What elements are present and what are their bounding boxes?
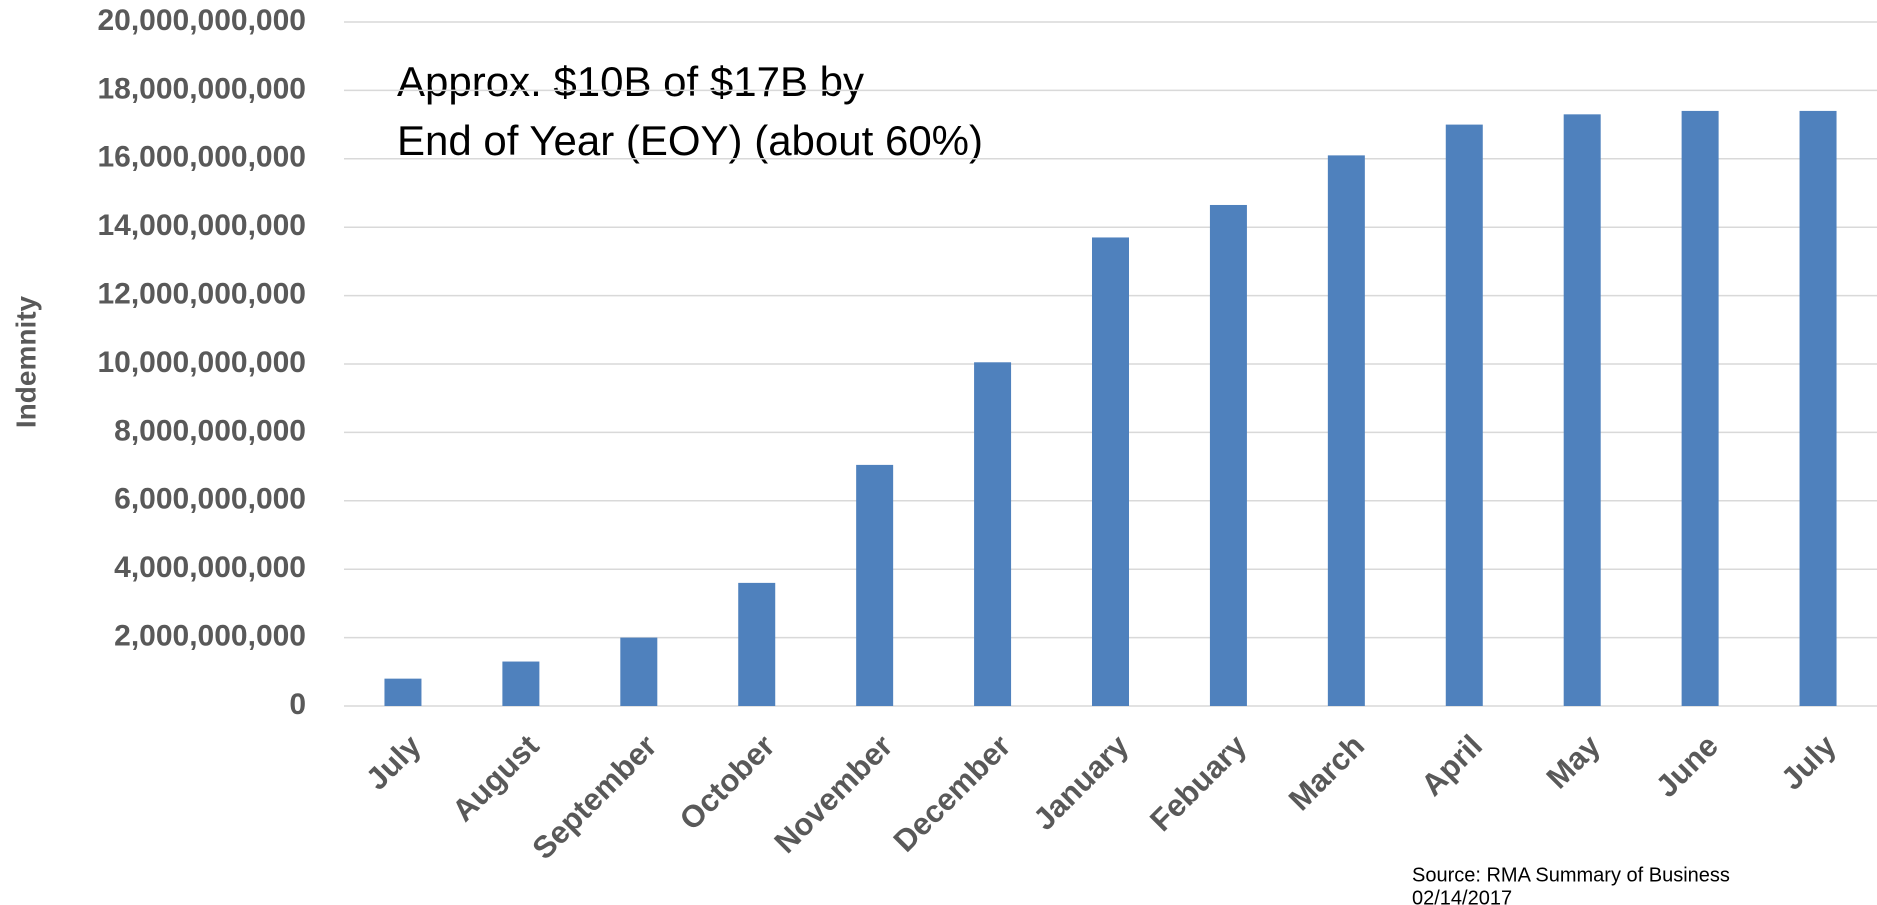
bar xyxy=(1445,124,1483,707)
y-tick-label: 8,000,000,000 xyxy=(114,414,306,447)
x-tick-label: January xyxy=(1026,727,1135,836)
source-note: 02/14/2017 xyxy=(1412,887,1512,905)
y-tick-label: 16,000,000,000 xyxy=(97,141,306,174)
bar xyxy=(1327,155,1365,706)
y-tick-label: 10,000,000,000 xyxy=(97,346,306,379)
x-tick-label: December xyxy=(887,728,1018,859)
y-tick-label: 20,000,000,000 xyxy=(97,4,306,37)
y-tick-label: 0 xyxy=(289,688,306,721)
x-tick-label: August xyxy=(445,728,545,828)
bar xyxy=(738,582,776,706)
x-tick-label: March xyxy=(1282,728,1371,817)
x-tick-label: October xyxy=(673,728,782,837)
bar xyxy=(856,464,894,706)
x-tick-label: November xyxy=(767,728,899,860)
x-tick-label: May xyxy=(1540,727,1608,795)
bar xyxy=(1563,114,1601,707)
y-axis-title: Indemnity xyxy=(10,295,41,428)
x-tick-label: July xyxy=(359,727,428,796)
y-tick-label: 18,000,000,000 xyxy=(97,72,306,105)
bar xyxy=(1209,204,1247,706)
bar xyxy=(1681,110,1719,707)
x-tick-label: Febuary xyxy=(1143,727,1254,838)
annotation: End of Year (EOY) (about 60%) xyxy=(397,117,983,164)
bar xyxy=(1092,237,1129,706)
x-tick-label: September xyxy=(525,728,663,866)
y-tick-label: 12,000,000,000 xyxy=(97,278,306,311)
y-tick-label: 6,000,000,000 xyxy=(114,483,306,516)
bar xyxy=(502,661,540,706)
bar xyxy=(384,678,422,706)
bar xyxy=(974,362,1012,706)
x-tick-label: April xyxy=(1414,728,1489,803)
annotation: Approx. $10B of $17B by xyxy=(397,58,864,105)
y-tick-label: 2,000,000,000 xyxy=(114,620,306,653)
bar xyxy=(1799,110,1837,707)
x-tick-label: July xyxy=(1774,727,1843,796)
y-tick-label: 14,000,000,000 xyxy=(97,209,306,242)
y-tick-label: 4,000,000,000 xyxy=(114,551,306,584)
bar xyxy=(620,637,658,706)
source-note: Source: RMA Summary of Business xyxy=(1412,864,1730,886)
x-tick-label: June xyxy=(1649,728,1725,804)
